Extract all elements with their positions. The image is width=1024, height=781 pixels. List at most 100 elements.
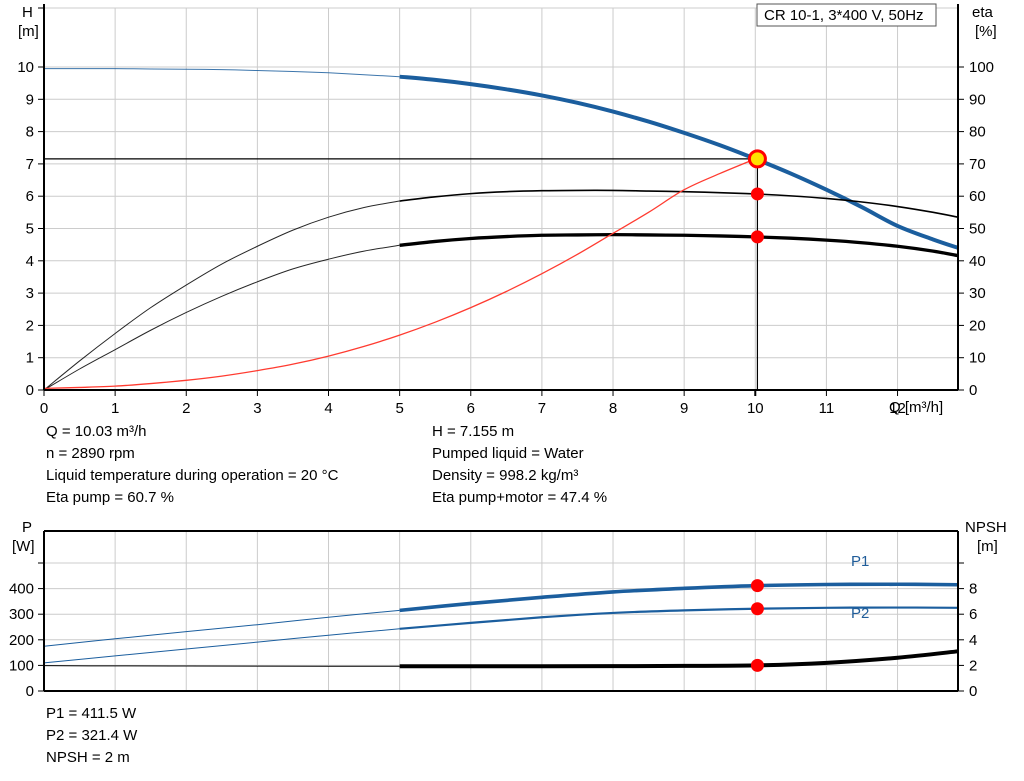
p1-curve-thin — [43, 609, 400, 647]
y-left-tick-label: 4 — [26, 253, 34, 270]
npsh-curve-bottom — [399, 649, 959, 669]
eta-pump-curve-thin — [43, 200, 400, 391]
duty-npsh — [750, 658, 764, 672]
y-left-tick-label: 7 — [26, 156, 34, 173]
y-left-tick-label: 400 — [9, 581, 34, 598]
x-tick-label: 4 — [324, 400, 332, 417]
y-left-tick-label: 0 — [26, 382, 34, 399]
top-chart-duty-guidelines — [44, 158, 759, 390]
bottom-chart-curves — [43, 582, 959, 669]
x-tick-label: 8 — [609, 400, 617, 417]
bottom-chart-duty-markers — [750, 579, 764, 672]
y-right-tick-label: 0 — [969, 683, 977, 700]
x-tick-label: 7 — [538, 400, 546, 417]
y-right-tick-label: 10 — [969, 350, 986, 367]
chart-title-box: CR 10-1, 3*400 V, 50Hz — [756, 3, 937, 27]
y-left-tick-label: 2 — [26, 317, 34, 334]
p1-curve — [399, 582, 959, 613]
y-right-tick-label: 4 — [969, 632, 977, 649]
x-tick-label: 10 — [747, 400, 764, 417]
info-npsh: NPSH = 2 m — [46, 749, 130, 766]
y-left-tick-label: 8 — [26, 124, 34, 141]
duty-eta-pump — [750, 187, 764, 201]
y-right-tick-label: 20 — [969, 317, 986, 334]
x-tick-label: 6 — [467, 400, 475, 417]
x-tick-label: 9 — [680, 400, 688, 417]
duty-p2 — [750, 602, 764, 616]
x-tick-label: 3 — [253, 400, 261, 417]
bottom-y-left-axis-title: P — [22, 519, 32, 536]
y-left-tick-label: 9 — [26, 91, 34, 108]
duty-head — [747, 149, 767, 169]
x-tick-label: 0 — [40, 400, 48, 417]
y-left-tick-label: 200 — [9, 632, 34, 649]
y-right-tick-label: 8 — [969, 581, 977, 598]
top-y-right-axis-title: eta — [972, 4, 994, 21]
info-q: Q = 10.03 m³/h — [46, 423, 146, 440]
y-left-tick-label: 0 — [26, 683, 34, 700]
duty-p1 — [750, 579, 764, 593]
y-right-tick-label: 0 — [969, 382, 977, 399]
top-chart-gridlines — [44, 7, 958, 390]
p1-curve-label: P1 — [851, 553, 869, 570]
head-curve-thin — [44, 68, 400, 78]
info-n: n = 2890 rpm — [46, 445, 135, 462]
bottom-y-left-axis-unit: [W] — [12, 538, 35, 555]
bottom-chart-axes — [38, 530, 964, 692]
y-left-tick-label: 100 — [9, 657, 34, 674]
top-chart-axes — [38, 4, 964, 396]
y-right-tick-label: 100 — [969, 59, 994, 76]
info-block-top: Q = 10.03 m³/h n = 2890 rpm Liquid tempe… — [46, 423, 607, 506]
bottom-chart-tick-labels: 0 100 200 300 400 0 2 4 6 8 — [9, 581, 977, 700]
head-curve — [399, 74, 959, 250]
y-right-tick-label: 6 — [969, 606, 977, 623]
bottom-y-right-axis-title: NPSH — [965, 519, 1007, 536]
x-tick-label: 2 — [182, 400, 190, 417]
info-eta-pump: Eta pump = 60.7 % — [46, 489, 174, 506]
y-left-tick-label: 6 — [26, 188, 34, 205]
top-y-left-axis-title: H — [22, 4, 33, 21]
info-p1: P1 = 411.5 W — [46, 705, 137, 722]
y-right-tick-label: 90 — [969, 91, 986, 108]
eta-pump-motor-curve — [399, 232, 959, 258]
info-density: Density = 998.2 kg/m³ — [432, 467, 578, 484]
eta-pump-motor-curve-thin — [43, 244, 400, 391]
y-left-tick-label: 1 — [26, 350, 34, 367]
duty-eta-pump-motor — [750, 230, 764, 244]
y-right-tick-label: 60 — [969, 188, 986, 205]
info-liquid-temperature: Liquid temperature during operation = 20… — [46, 467, 339, 484]
p2-curve-thin — [43, 628, 400, 664]
y-right-tick-label: 70 — [969, 156, 986, 173]
top-x-axis-title: Q [m³/h] — [889, 399, 943, 416]
p2-curve — [399, 606, 959, 630]
top-chart-curves — [43, 68, 959, 391]
x-tick-label: 12 — [889, 400, 906, 417]
y-right-tick-label: 2 — [969, 657, 977, 674]
y-left-tick-label: 5 — [26, 221, 34, 238]
x-tick-label: 5 — [395, 400, 403, 417]
x-tick-label: 1 — [111, 400, 119, 417]
top-chart-duty-markers — [747, 149, 767, 244]
p2-curve-label: P2 — [851, 605, 869, 622]
y-left-tick-label: 300 — [9, 606, 34, 623]
chart-title-label: CR 10-1, 3*400 V, 50Hz — [764, 7, 924, 24]
npsh-curve-top — [43, 158, 756, 390]
npsh-curve-bottom-thin — [43, 665, 400, 667]
top-y-right-axis-unit: [%] — [975, 23, 997, 40]
bottom-y-right-axis-unit: [m] — [977, 538, 998, 555]
info-h: H = 7.155 m — [432, 423, 514, 440]
eta-pump-curve — [399, 189, 959, 218]
top-chart: 0 1 2 3 4 5 6 7 8 9 10 11 12012345678910010203040506… — [17, 3, 997, 417]
top-y-left-axis-unit: [m] — [18, 23, 39, 40]
info-block-bottom: P1 = 411.5 W P2 = 321.4 W NPSH = 2 m — [46, 705, 138, 766]
info-p2: P2 = 321.4 W — [46, 727, 138, 744]
bottom-chart: 0 100 200 300 400 0 2 4 6 8 P [W] NPSH [m] P1 P2 — [9, 519, 1007, 700]
info-eta-pump-motor: Eta pump+motor = 47.4 % — [432, 489, 607, 506]
top-chart-tick-labels: 0 1 2 3 4 5 6 7 8 9 10 11 12012345678910010203040506… — [17, 59, 994, 417]
y-left-tick-label: 10 — [17, 59, 34, 76]
y-right-tick-label: 80 — [969, 124, 986, 141]
y-right-tick-label: 50 — [969, 221, 986, 238]
y-left-tick-label: 3 — [26, 285, 34, 302]
